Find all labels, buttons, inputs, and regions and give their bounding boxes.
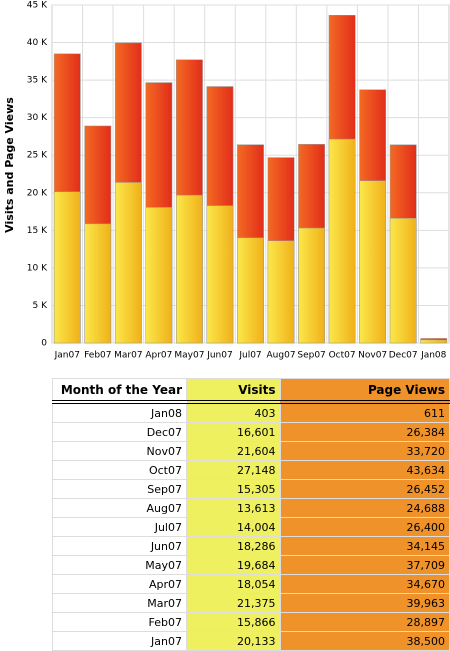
- y-tick-label: 5 K: [33, 301, 49, 311]
- table-cell: 27,148: [186, 460, 281, 480]
- x-tick-label: Jun07: [206, 351, 233, 361]
- x-tick-label: Aug07: [267, 351, 296, 361]
- table-row: Dec07 16,601 26,384: [52, 422, 450, 442]
- table-cell: 26,384: [279, 422, 450, 442]
- table-cell: May07: [52, 555, 187, 575]
- bar: [176, 194, 203, 344]
- table-cell: 34,145: [279, 536, 450, 556]
- table-row: Mar07 21,375 39,963: [52, 593, 450, 613]
- table-cell: 38,500: [279, 631, 450, 651]
- data-table: Month of the Year Visits Page Views Jan0…: [52, 378, 450, 651]
- table-cell: 13,613: [186, 498, 281, 518]
- y-tick-label: 35 K: [27, 76, 48, 86]
- bar: [206, 205, 234, 344]
- table-cell: 19,684: [186, 555, 281, 575]
- bar: [389, 218, 417, 344]
- bar: [145, 207, 173, 344]
- y-tick-label: 15 K: [27, 226, 48, 236]
- y-axis-label: Visits and Page Views: [3, 97, 16, 233]
- table-cell: 18,054: [186, 574, 281, 594]
- x-tick-label: Oct07: [329, 351, 356, 361]
- table-row: Sep07 15,305 26,452: [52, 479, 450, 499]
- header-cell: Visits: [186, 378, 281, 404]
- table-cell: Apr07: [52, 574, 187, 594]
- bar: [237, 237, 264, 344]
- x-tick-label: Jan08: [420, 351, 447, 361]
- table-cell: Aug07: [52, 498, 187, 518]
- table-row: Apr07 18,054 34,670: [52, 574, 450, 594]
- bar: [359, 180, 387, 344]
- table-cell: 26,452: [279, 479, 450, 499]
- table-cell: 21,375: [186, 593, 281, 613]
- table-cell: 43,634: [279, 460, 450, 480]
- table-cell: 39,963: [279, 593, 450, 613]
- table-cell: 14,004: [186, 517, 281, 537]
- bar: [267, 240, 295, 344]
- bar: [53, 191, 81, 344]
- x-tick-label: Feb07: [84, 351, 111, 361]
- table-cell: 403: [186, 401, 281, 423]
- bar: [84, 223, 112, 344]
- table-cell: Oct07: [52, 460, 187, 480]
- table-cell: 15,866: [186, 612, 281, 632]
- y-tick-label: 30 K: [27, 113, 48, 123]
- chart: Visits and Page Views 0 5 K 10 K 15 K 20 K 25…: [3, 1, 450, 361]
- table-cell: Nov07: [52, 441, 187, 461]
- table-cell: 37,709: [279, 555, 450, 575]
- header-cell: Page Views: [279, 378, 450, 404]
- table-row: Nov07 21,604 33,720: [52, 441, 450, 461]
- table-row: Aug07 13,613 24,688: [52, 498, 450, 518]
- y-tick-label: 25 K: [27, 151, 48, 161]
- table-cell: 24,688: [279, 498, 450, 518]
- table-row: Jul07 14,004 26,400: [52, 517, 450, 537]
- y-tick-label: 45 K: [27, 1, 48, 11]
- table-cell: 33,720: [279, 441, 450, 461]
- bar: [114, 182, 142, 344]
- header-cell: Month of the Year: [52, 378, 187, 404]
- bar: [420, 339, 448, 344]
- x-tick-label: Nov07: [358, 351, 387, 361]
- table-row: Feb07 15,866 28,897: [52, 612, 450, 632]
- table-cell: Sep07: [52, 479, 187, 499]
- y-tick-label: 40 K: [27, 38, 48, 48]
- table-cell: 26,400: [279, 517, 450, 537]
- bar: [328, 138, 356, 344]
- table-row: Oct07 27,148 43,634: [52, 460, 450, 480]
- table-cell: Jun07: [52, 536, 187, 556]
- table-cell: Mar07: [52, 593, 187, 613]
- table-cell: 611: [279, 401, 450, 423]
- table-row: Jan07 20,133 38,500: [52, 631, 450, 651]
- x-tick-label: Sep07: [297, 351, 325, 361]
- x-tick-label: Jul07: [238, 351, 261, 361]
- table-cell: 18,286: [186, 536, 281, 556]
- x-tick-label: May07: [174, 351, 204, 361]
- x-tick-label: Mar07: [114, 351, 142, 361]
- table-cell: 21,604: [186, 441, 281, 461]
- table-cell: Dec07: [52, 422, 187, 442]
- x-tick-label: Jan07: [54, 351, 80, 361]
- table-cell: Jul07: [52, 517, 187, 537]
- y-tick-label: 0: [41, 339, 47, 349]
- table-row: Jun07 18,286 34,145: [52, 536, 450, 556]
- x-tick-label: Dec07: [389, 351, 418, 361]
- table-row: Jan08 403 611: [52, 401, 450, 423]
- bar: [298, 227, 325, 344]
- table-cell: Jan08: [52, 401, 187, 423]
- x-tick-label: Apr07: [145, 351, 172, 361]
- y-tick-label: 10 K: [27, 263, 48, 273]
- table-cell: Feb07: [52, 612, 187, 632]
- table-cell: 28,897: [279, 612, 450, 632]
- table-row: May07 19,684 37,709: [52, 555, 450, 575]
- table-cell: 20,133: [186, 631, 281, 651]
- table-cell: 15,305: [186, 479, 281, 499]
- table-cell: 34,670: [279, 574, 450, 594]
- table-cell: 16,601: [186, 422, 281, 442]
- table-cell: Jan07: [52, 631, 187, 651]
- y-tick-label: 20 K: [27, 188, 48, 198]
